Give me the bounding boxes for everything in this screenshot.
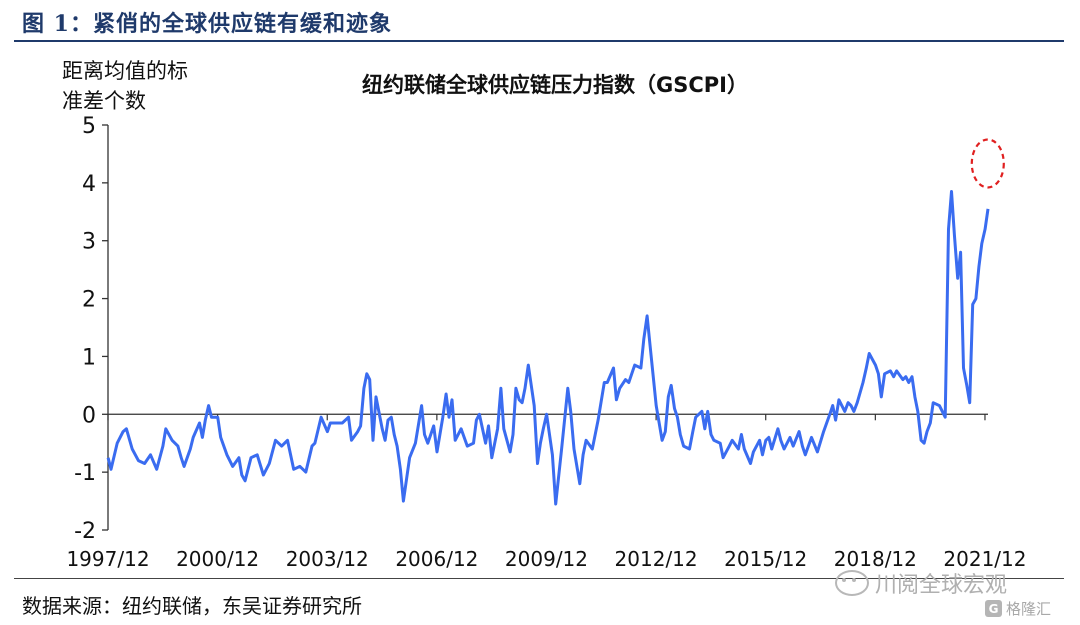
y-tick-label: 0 (82, 403, 96, 428)
logo-text: 格隆汇 (1006, 600, 1052, 618)
watermark-text: 川阅全球宏观 (875, 573, 1008, 598)
highlight-ellipse (970, 138, 1005, 189)
source-note: 数据来源：纽约联储，东吴证券研究所 (22, 594, 362, 618)
ylabel-line-2: 准差个数 (62, 89, 146, 113)
wechat-icon (835, 570, 869, 596)
bottom-divider (14, 578, 1064, 579)
gscpi-series-line (106, 190, 990, 506)
x-tick-label: 2003/12 (286, 547, 369, 571)
x-tick-label: 2015/12 (724, 547, 807, 571)
x-tick-label: 2012/12 (615, 547, 698, 571)
y-tick-label: -1 (74, 461, 96, 486)
x-tick-label: 2018/12 (834, 547, 917, 571)
x-tick-label: 2006/12 (395, 547, 478, 571)
y-tick-label: 4 (82, 172, 96, 197)
x-axis: 1997/12 2000/12 2003/12 2006/12 2009/12 2012/… (66, 413, 1027, 571)
x-tick-label: 2000/12 (176, 547, 259, 571)
x-tick-label: 1997/12 (66, 547, 149, 571)
top-divider (14, 40, 1064, 42)
gelonghui-logo-icon: G (985, 600, 1002, 617)
y-axis: 5 4 3 2 1 0 -1 -2 (74, 114, 109, 544)
figure-title: 图 1：紧俏的全球供应链有缓和迹象 (22, 11, 392, 37)
gelonghui-logo: G 格隆汇 (985, 598, 1051, 619)
x-tick-label: 2009/12 (505, 547, 588, 571)
x-tick-label: 2021/12 (943, 547, 1026, 571)
watermark: 川阅全球宏观 (835, 567, 1007, 599)
y-tick-label: 3 (82, 230, 96, 255)
series-group (106, 190, 990, 506)
y-tick-label: -2 (74, 519, 96, 544)
y-tick-label: 1 (82, 345, 96, 370)
chart-title: 纽约联储全球供应链压力指数（GSCPI） (362, 73, 748, 97)
y-tick-label: 5 (82, 114, 96, 139)
ylabel-line-1: 距离均值的标 (62, 59, 188, 83)
y-tick-label: 2 (82, 288, 96, 313)
annotation-group (970, 138, 1005, 189)
